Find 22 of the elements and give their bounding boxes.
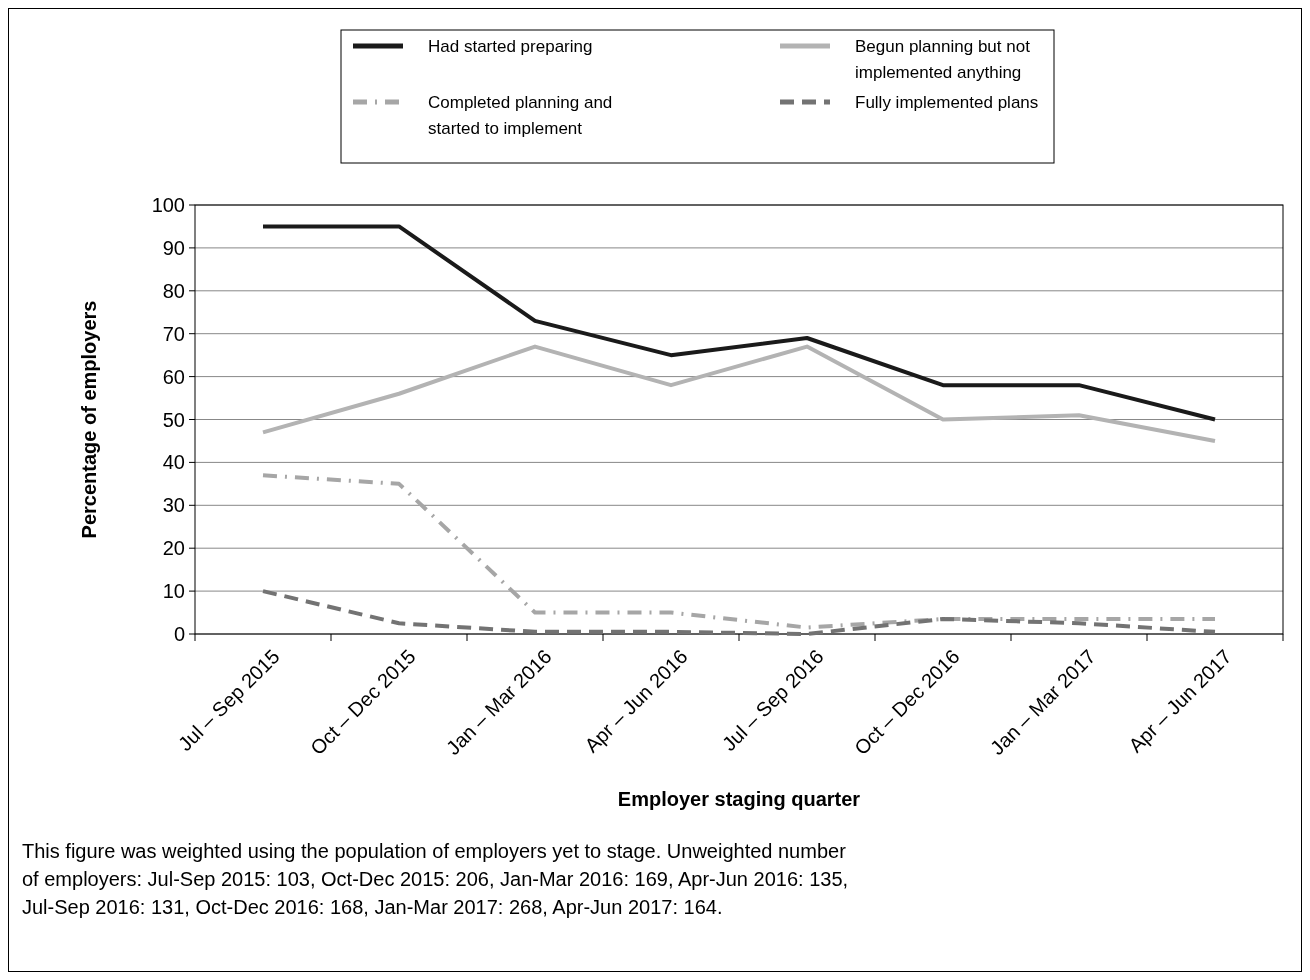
line-series: [261, 473, 1217, 630]
line-series: [261, 344, 1217, 443]
y-tick-label: 100: [151, 194, 185, 216]
y-axis-title: Percentage of employers: [78, 300, 100, 539]
text: This figure was weighted using the population of employers yet to stage. Unweighted number of employers: Jul-Sep 2015: 103, Oct-Dec 2015: 206, Jan-Mar 2016: 169, Apr-Jun 2016: 135, Jul-Sep 2016: 131, Oct-Dec 2016: 168, Jan-Mar 2017: 268, Apr-Jun 2017: 164.: [22, 840, 849, 918]
y-tick-label: 90: [162, 236, 185, 259]
y-tick-label: 20: [162, 537, 185, 560]
y-tick-label: 30: [162, 494, 185, 517]
line-series: [261, 589, 1217, 636]
y-tick-label: 50: [162, 408, 185, 431]
line-series: [261, 224, 1217, 422]
y-tick-label: 70: [162, 322, 185, 345]
y-tick-label: 80: [162, 279, 185, 302]
legend-label: Completed planning and started to implement: [428, 93, 613, 138]
legend-label: Begun planning but not implemented anything: [855, 37, 1031, 82]
y-tick-label: 0: [173, 623, 185, 645]
legend-label: Had started preparing: [428, 37, 593, 56]
x-axis-title: Employer staging quarter: [617, 788, 861, 810]
y-tick-label: 10: [162, 580, 185, 603]
legend-label: Fully implemented plans: [855, 93, 1039, 112]
y-tick-label: 60: [162, 365, 185, 388]
y-tick-label: 40: [162, 451, 185, 474]
